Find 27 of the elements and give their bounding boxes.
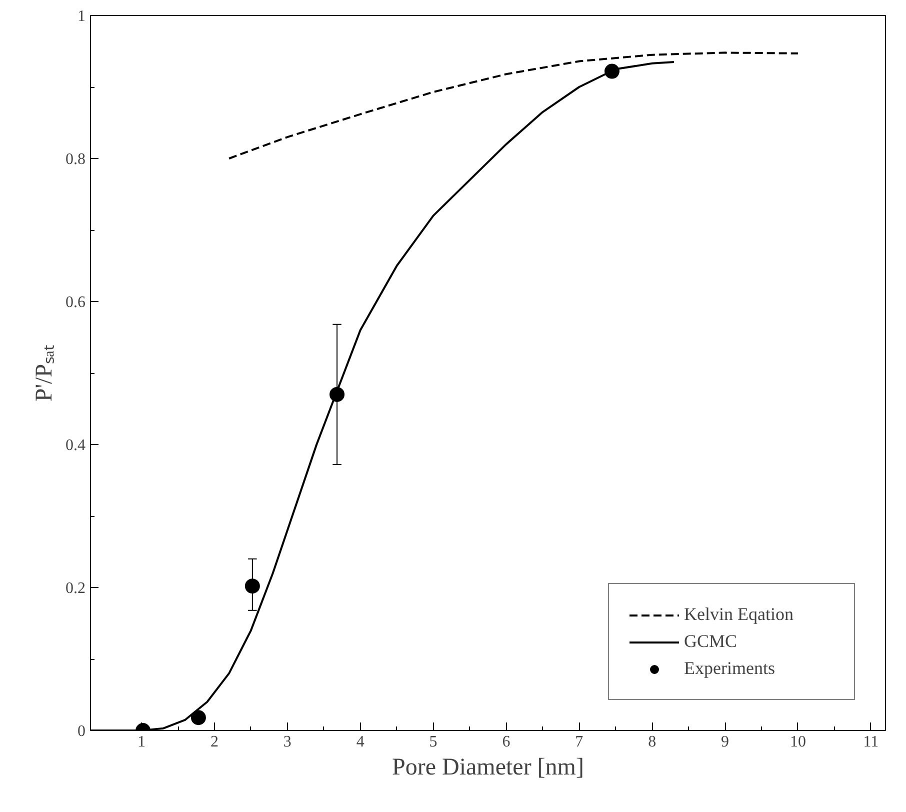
x-tick-label: 11	[863, 734, 879, 750]
point	[330, 386, 345, 402]
x-tick-label: 1	[138, 734, 146, 750]
x-tick-label: 7	[575, 734, 584, 750]
y-tick-label: 0.2	[66, 580, 86, 597]
x-axis-title: Pore Diameter [nm]	[392, 754, 584, 780]
y-tick-label: 0.6	[66, 294, 86, 311]
point	[244, 578, 260, 594]
x-tick-label: 5	[429, 734, 438, 750]
line-series	[228, 52, 799, 160]
y-tick-label: 0.4	[66, 437, 86, 454]
y-tick-label: 0.8	[66, 151, 86, 168]
y-tick-label: 0	[78, 723, 86, 740]
legend-label: Experiments	[684, 658, 776, 679]
point	[604, 64, 620, 79]
point	[190, 710, 206, 726]
x-tick-label: 2	[210, 734, 218, 750]
x-tick-label: 9	[721, 734, 730, 750]
y-axis-title: P'/Pₛₐₜ	[32, 344, 58, 402]
y-tick-label: 1	[78, 8, 86, 25]
x-tick-label: 4	[356, 734, 364, 750]
x-tick-label: 10	[790, 734, 806, 750]
x-tick-label: 6	[502, 734, 510, 750]
legend-label: Kelvin Eqation	[684, 604, 794, 625]
legend-label: GCMC	[684, 631, 738, 652]
x-tick-label: 8	[648, 734, 656, 750]
x-tick-label: 3	[283, 734, 292, 750]
